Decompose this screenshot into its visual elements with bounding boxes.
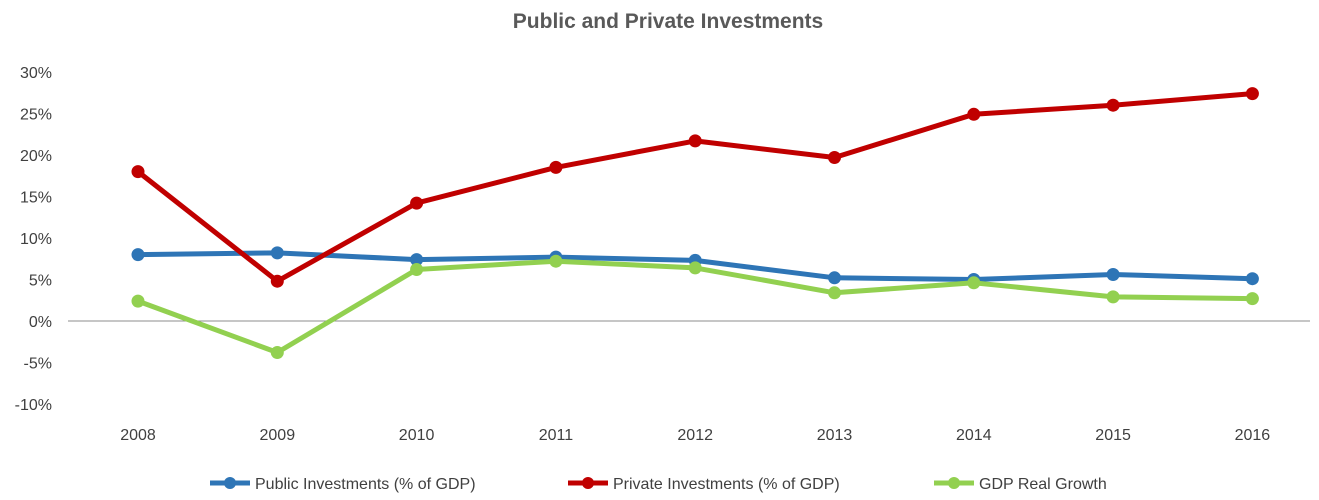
chart-title: Public and Private Investments <box>513 10 823 33</box>
data-point <box>828 271 841 285</box>
data-point <box>549 254 563 268</box>
data-point <box>270 246 284 260</box>
x-tick-label: 2012 <box>677 427 713 444</box>
y-tick-label: 20% <box>20 148 52 165</box>
y-tick-label: -10% <box>15 397 52 414</box>
data-point <box>828 286 841 300</box>
data-point <box>1245 292 1259 306</box>
data-point <box>131 165 145 179</box>
y-tick-label: 25% <box>20 107 52 124</box>
data-point <box>410 196 424 210</box>
data-point <box>549 160 563 174</box>
data-point <box>1106 290 1120 304</box>
data-point <box>131 294 145 308</box>
data-point <box>1106 268 1120 281</box>
data-point <box>1245 272 1259 286</box>
data-point <box>967 107 981 121</box>
y-tick-label: 15% <box>20 190 52 207</box>
y-tick-label: 0% <box>29 314 52 331</box>
y-tick-label: 5% <box>29 273 52 290</box>
legend-marker <box>582 477 594 489</box>
data-point <box>270 274 284 288</box>
data-point <box>1245 87 1259 101</box>
x-tick-label: 2009 <box>260 427 296 444</box>
data-point <box>1106 98 1120 112</box>
axes: 30% 25% 20% 15% 10% 5% 0% -5% -10% 2008 2009 2010 20… <box>15 65 1310 444</box>
legend-item: Private Investments (% of GDP) <box>568 476 840 493</box>
data-point <box>410 263 424 276</box>
data-point <box>828 151 841 164</box>
data-point <box>131 248 145 262</box>
series-layer <box>131 87 1259 359</box>
y-tick-label: 10% <box>20 231 52 248</box>
legend-label: GDP Real Growth <box>979 476 1107 493</box>
x-tick-label: 2016 <box>1235 427 1271 444</box>
x-tick-label: 2013 <box>817 427 853 444</box>
data-point <box>967 276 981 290</box>
x-tick-label: 2011 <box>539 427 574 444</box>
series-2 <box>131 87 1259 288</box>
data-point <box>410 253 424 267</box>
y-tick-label: 30% <box>20 65 52 82</box>
x-tick-label: 2014 <box>956 427 992 444</box>
data-point <box>688 134 702 148</box>
legend-marker <box>948 477 960 489</box>
x-tick-label: 2015 <box>1095 427 1131 444</box>
legend: Public Investments (% of GDP) Private Inv… <box>210 476 1107 493</box>
legend-item: GDP Real Growth <box>934 476 1107 493</box>
x-tick-label: 2010 <box>399 427 435 444</box>
y-tick-label: -5% <box>24 356 52 373</box>
data-point <box>688 261 702 275</box>
series-3 <box>131 254 1259 359</box>
legend-marker <box>224 477 236 489</box>
x-tick-label: 2008 <box>120 427 156 444</box>
legend-label: Public Investments (% of GDP) <box>255 476 476 493</box>
legend-label: Private Investments (% of GDP) <box>613 476 840 493</box>
legend-item: Public Investments (% of GDP) <box>210 476 476 493</box>
data-point <box>270 346 284 359</box>
